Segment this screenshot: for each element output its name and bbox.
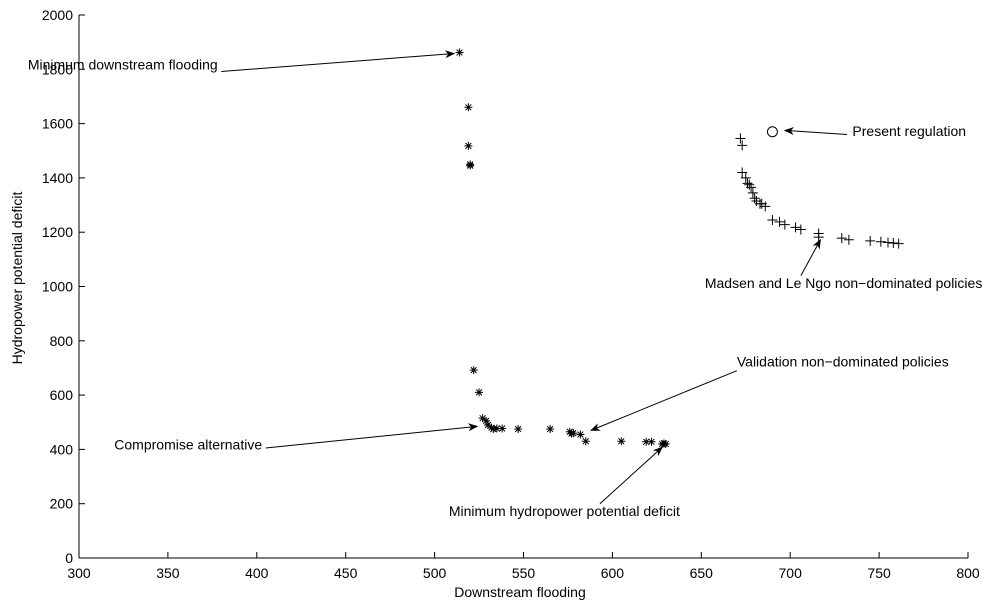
plus-point bbox=[875, 236, 886, 247]
x-tick-label: 450 bbox=[334, 565, 358, 581]
plus-point bbox=[888, 238, 899, 249]
y-tick-label: 400 bbox=[50, 441, 74, 457]
plus-point bbox=[740, 172, 751, 183]
asterisk-point bbox=[464, 103, 473, 112]
plus-point bbox=[865, 235, 876, 246]
plus-point bbox=[836, 233, 847, 244]
asterisk-point bbox=[455, 48, 464, 57]
plus-point bbox=[779, 219, 790, 230]
annotation-arrow bbox=[783, 126, 848, 135]
asterisk-point bbox=[567, 429, 576, 438]
x-axis-label: Downstream flooding bbox=[454, 584, 586, 600]
y-tick-label: 800 bbox=[50, 333, 74, 349]
plus-point bbox=[749, 193, 760, 204]
annotation-arrow bbox=[265, 423, 479, 449]
x-tick-label: 400 bbox=[245, 565, 269, 581]
asterisk-point bbox=[642, 437, 651, 446]
x-tick-label: 650 bbox=[690, 565, 714, 581]
y-tick-label: 0 bbox=[65, 550, 73, 566]
x-tick-label: 700 bbox=[779, 565, 803, 581]
asterisk-point bbox=[464, 141, 473, 150]
asterisk-point bbox=[659, 439, 668, 448]
y-tick-label: 200 bbox=[50, 496, 74, 512]
plus-point bbox=[744, 179, 755, 190]
asterisk-point bbox=[498, 424, 507, 433]
annotation-label: Minimum downstream flooding bbox=[28, 56, 218, 72]
asterisk-point bbox=[569, 429, 578, 438]
asterisk-point bbox=[478, 414, 487, 423]
annotation-arrow bbox=[599, 446, 663, 505]
x-tick-label: 550 bbox=[512, 565, 536, 581]
plus-point bbox=[767, 214, 778, 225]
circle-point bbox=[766, 126, 778, 138]
x-tick-label: 750 bbox=[867, 565, 891, 581]
annotation-arrow bbox=[590, 370, 738, 431]
plus-point bbox=[735, 133, 746, 144]
x-tick-label: 300 bbox=[67, 565, 91, 581]
asterisk-point bbox=[492, 424, 501, 433]
asterisk-point bbox=[661, 439, 670, 448]
asterisk-point bbox=[617, 437, 626, 446]
asterisk-point bbox=[483, 420, 492, 429]
x-tick-label: 600 bbox=[601, 565, 625, 581]
asterisk-point bbox=[514, 425, 523, 434]
x-tick-label: 800 bbox=[956, 565, 980, 581]
asterisk-point bbox=[647, 437, 656, 446]
y-tick-label: 1800 bbox=[42, 61, 73, 77]
asterisk-point bbox=[482, 416, 491, 425]
annotation-label: Validation non−dominated policies bbox=[737, 354, 949, 370]
plus-point bbox=[737, 167, 748, 178]
annotation-label: Present regulation bbox=[852, 123, 966, 139]
x-tick-label: 500 bbox=[423, 565, 447, 581]
plus-point bbox=[795, 224, 806, 235]
asterisk-point bbox=[475, 388, 484, 397]
annotation-label: Minimum hydropower potential deficit bbox=[449, 503, 680, 519]
y-tick-label: 1400 bbox=[42, 170, 73, 186]
plus-point bbox=[893, 238, 904, 249]
annotation-label: Compromise alternative bbox=[114, 436, 262, 452]
y-tick-label: 1600 bbox=[42, 116, 73, 132]
plus-point bbox=[774, 216, 785, 227]
y-tick-label: 1000 bbox=[42, 279, 73, 295]
plus-point bbox=[790, 222, 801, 233]
plus-point bbox=[737, 140, 748, 151]
plot-axes: 300 350 400 450 500 550 600 650 700 750 800 0 200 400… bbox=[42, 7, 980, 581]
chart-annotations: Minimum downstream flooding Present regul… bbox=[28, 50, 982, 519]
plus-point bbox=[746, 182, 757, 193]
y-tick-label: 2000 bbox=[42, 7, 73, 23]
asterisk-point bbox=[469, 366, 478, 375]
asterisk-point bbox=[576, 430, 585, 439]
plus-point bbox=[843, 234, 854, 245]
plus-point bbox=[747, 187, 758, 198]
asterisk-point bbox=[546, 425, 555, 434]
y-tick-label: 600 bbox=[50, 387, 74, 403]
plus-point bbox=[760, 201, 771, 212]
y-tick-label: 1200 bbox=[42, 224, 73, 240]
y-axis-label: Hydropower potential deficit bbox=[9, 192, 25, 365]
plus-point bbox=[882, 237, 893, 248]
annotation-label: Madsen and Le Ngo non−dominated policies bbox=[705, 275, 982, 291]
asterisk-point bbox=[466, 161, 475, 170]
asterisk-point bbox=[489, 425, 498, 434]
annotation-arrow bbox=[221, 50, 456, 72]
annotation-arrow bbox=[800, 238, 821, 276]
data-points bbox=[455, 48, 904, 448]
asterisk-point bbox=[581, 437, 590, 446]
x-tick-label: 350 bbox=[156, 565, 180, 581]
